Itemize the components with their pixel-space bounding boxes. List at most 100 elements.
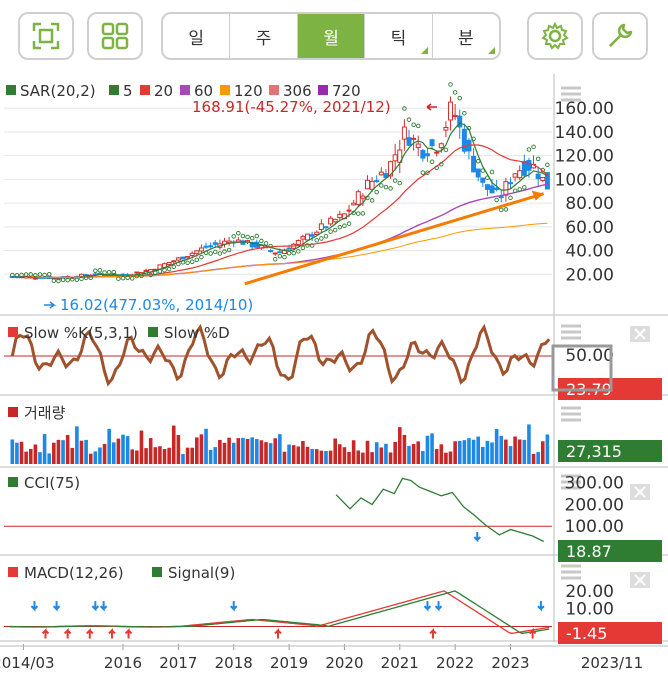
- legend-swatch: [6, 85, 16, 95]
- sar-dot: [268, 243, 273, 249]
- cci-signal-arrow: [473, 532, 481, 543]
- candle-body: [544, 172, 550, 190]
- volume-bar: [494, 428, 499, 464]
- sar-dot: [148, 272, 153, 278]
- sell-signal-arrow: [230, 601, 238, 612]
- high-annotation: 168.91(-45.27%, 2021/12): [192, 98, 391, 116]
- layout-button[interactable]: [87, 12, 143, 60]
- volume-bar: [195, 437, 199, 464]
- volume-bar: [135, 450, 139, 464]
- cci-value-text: 18.87: [566, 542, 612, 561]
- sar-dot: [360, 211, 366, 216]
- fullscreen-button[interactable]: [18, 12, 74, 60]
- x-axis-label: 2022: [436, 654, 474, 672]
- volume-bar: [278, 434, 282, 464]
- candle-body: [180, 256, 186, 260]
- volume-bar: [268, 443, 273, 464]
- close-icon-mark: [634, 574, 646, 586]
- sar-dot: [176, 261, 181, 267]
- sar-dot: [499, 207, 504, 213]
- candle-body: [226, 240, 232, 244]
- volume-bar: [374, 442, 379, 464]
- volume-bar: [305, 446, 310, 464]
- sar-dot: [56, 278, 61, 284]
- sar-dot: [203, 250, 209, 256]
- sar-dot: [23, 272, 29, 277]
- buy-signal-arrow: [124, 628, 133, 639]
- sar-dot: [425, 170, 430, 175]
- sar-dot: [153, 270, 158, 276]
- sar-dot: [208, 251, 213, 256]
- grid-icon: [101, 22, 129, 50]
- volume-bar: [176, 435, 181, 464]
- settings-button[interactable]: [527, 12, 583, 60]
- stock-chart[interactable]: 160.00 140.00 120.00 100.00 80.00 60.00 40.00 2…: [0, 74, 668, 673]
- legend-label: 거래량: [24, 404, 66, 422]
- sar-dot: [365, 195, 370, 201]
- sell-signal-arrow: [52, 601, 61, 612]
- volume-bar: [365, 440, 370, 464]
- legend-label: 120: [234, 82, 263, 100]
- tools-button[interactable]: [592, 12, 648, 60]
- volume-bar: [139, 430, 144, 464]
- candle-body: [411, 137, 417, 140]
- sar-dot: [415, 123, 421, 129]
- candle-body: [208, 245, 214, 248]
- cci-tick-label: 100.00: [565, 517, 624, 537]
- volume-bar: [439, 444, 444, 464]
- x-axis-label: 2016: [104, 654, 142, 672]
- sar-dot: [323, 233, 329, 239]
- signal-line: [9, 590, 550, 635]
- stoch-tick-label: 50.00: [565, 346, 614, 366]
- tab-3[interactable]: 틱: [365, 14, 433, 58]
- candle-body: [388, 161, 394, 177]
- sell-signal-arrow: [30, 601, 39, 612]
- tab-1[interactable]: 주: [230, 14, 298, 58]
- volume-bar: [388, 452, 393, 464]
- volume-bar: [540, 441, 545, 464]
- x-axis-label: 2021: [381, 654, 419, 672]
- candle-body: [424, 153, 430, 157]
- sar-dot: [434, 165, 439, 171]
- candle-body: [438, 143, 444, 149]
- legend-label: CCI(75): [24, 474, 80, 492]
- sar-dot: [116, 276, 121, 281]
- candles-group: [9, 96, 550, 280]
- trend-line: [244, 192, 545, 286]
- candle-body: [461, 128, 467, 152]
- volume-bar: [121, 434, 125, 464]
- volume-bar: [402, 434, 407, 464]
- legend-swatch: [318, 85, 328, 95]
- volume-bar: [88, 453, 93, 464]
- candle-body: [212, 242, 218, 245]
- sar-dot: [88, 275, 93, 281]
- legend-label: 20: [154, 82, 173, 100]
- moving-average-line: [30, 144, 548, 279]
- tab-0[interactable]: 일: [163, 14, 231, 58]
- close-icon-mark: [634, 328, 646, 340]
- legend-swatch: [152, 567, 162, 577]
- sar-dot: [162, 267, 167, 273]
- sell-signal-arrow: [423, 601, 432, 612]
- volume-bar: [504, 439, 508, 464]
- sell-signal-arrow: [91, 601, 100, 612]
- buy-signal-arrow: [429, 628, 437, 639]
- cci-line: [335, 477, 544, 543]
- sar-dot: [249, 235, 255, 241]
- sar-dot: [74, 277, 80, 283]
- volume-bar: [199, 434, 204, 464]
- tab-4[interactable]: 분: [433, 14, 499, 58]
- candle-body: [494, 187, 500, 190]
- tab-2[interactable]: 월: [297, 14, 366, 58]
- volume-bar: [19, 441, 24, 464]
- volume-bar: [33, 444, 38, 464]
- sar-dot: [171, 264, 177, 270]
- sar-dot: [517, 187, 522, 192]
- sar-dot: [346, 221, 352, 226]
- volume-bar: [342, 447, 347, 464]
- volume-bar: [61, 440, 65, 464]
- volume-bar: [462, 440, 467, 464]
- volume-bar: [310, 448, 314, 464]
- volume-bar: [102, 443, 107, 464]
